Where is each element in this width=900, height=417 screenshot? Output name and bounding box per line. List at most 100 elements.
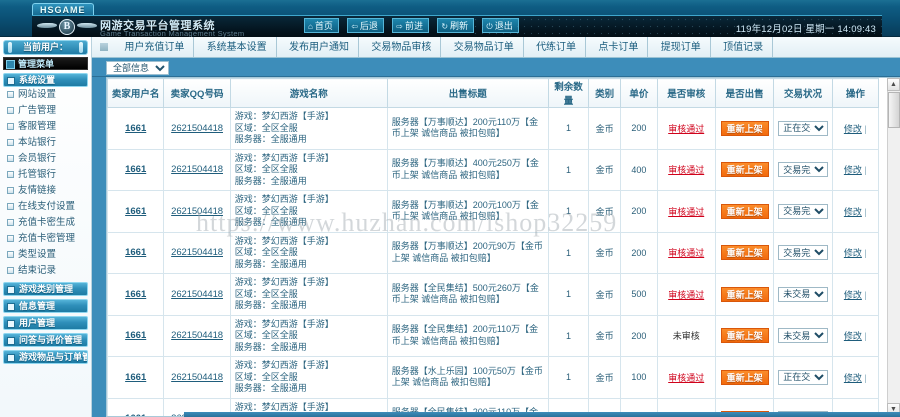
cell-listing-action: 重新上架 bbox=[714, 231, 775, 274]
seller-username-link[interactable]: 1661 bbox=[125, 330, 147, 342]
nav-exit-button[interactable]: ⏻退出 bbox=[482, 18, 519, 33]
cell-seller-qq: 2621504418 bbox=[163, 231, 231, 274]
tab-recharge-orders[interactable]: 用户充值订单 bbox=[115, 37, 195, 57]
tab-publish-user-notice[interactable]: 发布用户通知 bbox=[280, 37, 360, 57]
forward-arrow-icon: ⇨ bbox=[396, 22, 403, 31]
unit-price-value: 100 bbox=[631, 372, 647, 383]
tab-top-records[interactable]: 顶值记录 bbox=[714, 37, 774, 57]
seller-qq-link[interactable]: 2621504418 bbox=[171, 371, 223, 383]
seller-qq-link[interactable]: 2621504418 bbox=[171, 330, 223, 342]
sidebar-group-items-orders[interactable]: 游戏物品与订单管理 bbox=[3, 350, 88, 364]
seller-username-link[interactable]: 1661 bbox=[125, 288, 147, 300]
audit-status-link[interactable]: 审核通过 bbox=[668, 206, 705, 217]
tab-withdraw-orders[interactable]: 提现订单 bbox=[652, 37, 711, 57]
relist-button[interactable]: 重新上架 bbox=[720, 286, 769, 302]
scrollbar-thumb[interactable] bbox=[888, 92, 900, 128]
sidebar-group-qa-review[interactable]: 问答与评价管理 bbox=[3, 333, 88, 347]
trade-status-select[interactable]: 正在交易交易完成未交易 bbox=[778, 369, 829, 385]
edit-link[interactable]: 修改 bbox=[843, 289, 862, 300]
seller-username-link[interactable]: 1661 bbox=[125, 122, 147, 134]
seller-username-link[interactable]: 1661 bbox=[125, 371, 147, 383]
edit-link[interactable]: 修改 bbox=[843, 331, 862, 342]
audit-status-link[interactable]: 审核通过 bbox=[668, 372, 705, 383]
sidebar-group-game-category[interactable]: 游戏类别管理 bbox=[3, 282, 88, 296]
cell-trade-status: 正在交易交易完成未交易 bbox=[773, 107, 833, 150]
tab-boosting-orders[interactable]: 代练订单 bbox=[527, 37, 587, 57]
cell-listing-action: 重新上架 bbox=[714, 356, 775, 399]
seller-qq-link[interactable]: 2621504418 bbox=[171, 288, 223, 300]
table-row: 1661 2621504418 游戏：梦幻西游【手游】区域：全区全服服务器：全服通用… bbox=[107, 314, 880, 357]
tab-item-orders[interactable]: 交易物品订单 bbox=[445, 37, 524, 57]
menu-list-icon bbox=[6, 60, 15, 69]
seller-username-link[interactable]: 1661 bbox=[125, 205, 147, 217]
sidebar-item-end-records[interactable]: 结束记录 bbox=[0, 263, 91, 279]
sidebar-group-system-settings[interactable]: 系统设置 bbox=[3, 73, 88, 87]
sidebar-item-recharge-card-manage[interactable]: 充值卡密管理 bbox=[0, 231, 91, 247]
sidebar-item-member-bank[interactable]: 会员银行 bbox=[0, 151, 91, 167]
relist-button[interactable]: 重新上架 bbox=[720, 120, 769, 136]
nav-home-button[interactable]: ⌂ 首页 bbox=[304, 18, 339, 33]
audit-status-link[interactable]: 审核通过 bbox=[668, 248, 705, 259]
sidebar-item-ad-management[interactable]: 广告管理 bbox=[0, 103, 91, 119]
orders-table: 卖家用户名 卖家QQ号码 游戏名称 出售标题 剩余数量 类别 单价 是否审核 是… bbox=[107, 78, 880, 416]
audit-status-link[interactable]: 审核通过 bbox=[668, 289, 705, 300]
edit-link[interactable]: 修改 bbox=[843, 206, 862, 217]
tab-system-basic-settings[interactable]: 系统基本设置 bbox=[198, 37, 277, 57]
audit-status-link[interactable]: 审核通过 bbox=[668, 165, 705, 176]
cell-game-name: 游戏：梦幻西游【手游】区域：全区全服服务器：全服通用 bbox=[229, 190, 388, 233]
sidebar-item-escrow-bank[interactable]: 托管银行 bbox=[0, 167, 91, 183]
trade-status-select[interactable]: 正在交易交易完成未交易 bbox=[778, 245, 829, 261]
sidebar-item-support-management[interactable]: 客服管理 bbox=[0, 119, 91, 135]
tab-item-audit[interactable]: 交易物品审核 bbox=[362, 37, 442, 57]
seller-username-link[interactable]: 1661 bbox=[125, 247, 147, 259]
edit-link[interactable]: 修改 bbox=[843, 165, 862, 176]
unit-price-value: 200 bbox=[631, 247, 647, 258]
remaining-qty-value: 1 bbox=[565, 123, 571, 134]
edit-link[interactable]: 修改 bbox=[843, 123, 862, 134]
cell-category: 金币 bbox=[588, 148, 622, 191]
sidebar-group-user-management[interactable]: 用户管理 bbox=[3, 316, 88, 330]
cell-sale-title: 服务器【万事顺达】200元110万【金币上架 诚信商品 被扣包赔】 bbox=[386, 107, 549, 150]
relist-button[interactable]: 重新上架 bbox=[720, 369, 769, 385]
sidebar-item-type-settings[interactable]: 类型设置 bbox=[0, 247, 91, 263]
cell-sale-title: 服务器【全民集结】500元260万【金币上架 诚信商品 被扣包赔】 bbox=[386, 273, 549, 316]
sidebar-item-label: 广告管理 bbox=[18, 105, 57, 116]
edit-link[interactable]: 修改 bbox=[843, 372, 862, 383]
category-value: 金币 bbox=[595, 123, 614, 134]
trade-status-select[interactable]: 正在交易交易完成未交易 bbox=[778, 328, 829, 344]
seller-qq-link[interactable]: 2621504418 bbox=[171, 122, 223, 134]
sidebar-item-friend-links[interactable]: 友情链接 bbox=[0, 183, 91, 199]
filter-select[interactable]: 全部信息 已审核 未审核 bbox=[106, 61, 169, 75]
audit-status-link[interactable]: 审核通过 bbox=[668, 123, 705, 134]
vertical-scrollbar[interactable]: ▲ ▼ bbox=[887, 78, 900, 416]
cell-unit-price: 100 bbox=[620, 356, 658, 399]
nav-forward-button[interactable]: ⇨ 前进 bbox=[392, 18, 429, 33]
trade-status-select[interactable]: 正在交易交易完成未交易 bbox=[778, 162, 829, 178]
edit-link[interactable]: 修改 bbox=[843, 248, 862, 259]
cell-trade-status: 正在交易交易完成未交易 bbox=[773, 314, 833, 357]
trade-status-select[interactable]: 正在交易交易完成未交易 bbox=[778, 203, 829, 219]
seller-username-link[interactable]: 1661 bbox=[125, 413, 146, 416]
cell-actions: 修改 | bbox=[831, 356, 880, 399]
sidebar-item-label: 客服管理 bbox=[18, 121, 57, 132]
sidebar-item-recharge-card-generate[interactable]: 充值卡密生成 bbox=[0, 215, 91, 231]
nav-refresh-button[interactable]: ↻ 刷新 bbox=[437, 18, 475, 33]
scroll-up-arrow-icon[interactable]: ▲ bbox=[887, 78, 900, 91]
seller-username-link[interactable]: 1661 bbox=[125, 164, 147, 176]
relist-button[interactable]: 重新上架 bbox=[720, 203, 769, 219]
relist-button[interactable]: 重新上架 bbox=[720, 162, 769, 178]
relist-button[interactable]: 重新上架 bbox=[720, 245, 769, 261]
sidebar-item-site-bank[interactable]: 本站银行 bbox=[0, 135, 91, 151]
sidebar-group-info-management[interactable]: 信息管理 bbox=[3, 299, 88, 313]
trade-status-select[interactable]: 正在交易交易完成未交易 bbox=[778, 286, 829, 302]
seller-qq-link[interactable]: 2621504418 bbox=[171, 247, 223, 259]
sidebar-item-website-settings[interactable]: 网站设置 bbox=[0, 87, 91, 103]
relist-button[interactable]: 重新上架 bbox=[720, 328, 769, 344]
seller-qq-link[interactable]: 2621504418 bbox=[171, 205, 223, 217]
nav-back-button[interactable]: ⇦ 后退 bbox=[347, 18, 384, 33]
leaf-icon bbox=[7, 235, 14, 242]
trade-status-select[interactable]: 正在交易交易完成未交易 bbox=[778, 120, 829, 136]
tab-card-orders[interactable]: 点卡订单 bbox=[589, 37, 649, 57]
sidebar-item-online-payment-settings[interactable]: 在线支付设置 bbox=[0, 199, 91, 215]
seller-qq-link[interactable]: 2621504418 bbox=[171, 164, 223, 176]
